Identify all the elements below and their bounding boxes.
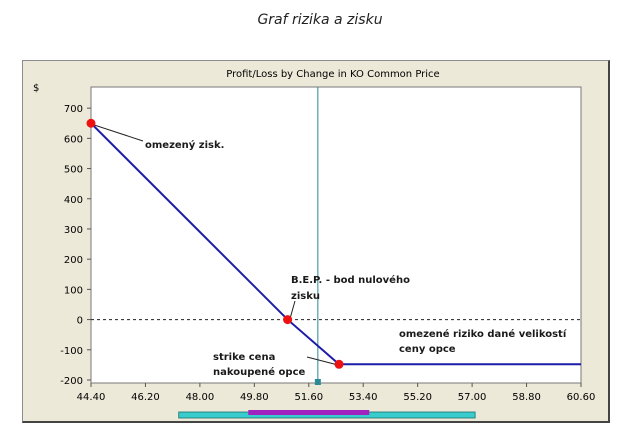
y-tick-label: 700: [64, 104, 83, 115]
y-tick-label: -200: [60, 376, 83, 387]
x-tick-label: 46.20: [131, 392, 160, 403]
y-tick-label: 500: [64, 165, 83, 176]
price-range-bar-inner[interactable]: [248, 410, 370, 415]
payoff-line: [90, 122, 581, 366]
x-tick-label: 53.40: [349, 392, 378, 403]
page-title: Graf rizika a zisku: [257, 12, 383, 28]
x-tick-label: 60.60: [567, 392, 596, 403]
profit-loss-chart: Profit/Loss by Change in KO Common Price…: [33, 69, 596, 419]
chart-title: Profit/Loss by Change in KO Common Price: [226, 69, 439, 80]
x-tick-label: 48.00: [186, 392, 215, 403]
annotation-leader: [290, 300, 296, 317]
key-point-break-even: [283, 315, 293, 325]
x-tick-label: 49.80: [240, 392, 269, 403]
plot-area: [90, 86, 582, 384]
y-tick-label: 100: [64, 285, 83, 296]
key-point-max-profit: [86, 118, 96, 128]
annotation-strike-line1: strike cena: [213, 352, 275, 363]
y-tick-label: 200: [64, 255, 83, 266]
x-tick-label: 51.60: [294, 392, 323, 403]
y-tick-label: 300: [64, 225, 83, 236]
annotation-limited-risk-line2: ceny opce: [399, 344, 456, 355]
x-tick-label: 57.00: [458, 392, 487, 403]
y-tick-label: 600: [64, 134, 83, 145]
annotation-leader: [306, 356, 336, 365]
x-tick-label: 44.40: [77, 392, 106, 403]
annotation-max-profit: omezený zisk.: [145, 139, 224, 151]
annotation-strike-line2: nakoupené opce: [213, 366, 306, 378]
annotation-break-even-line2: zisku: [291, 291, 320, 302]
annotation-leader: [94, 124, 144, 142]
y-tick-label: -100: [60, 346, 83, 357]
y-axis-unit-label: $: [33, 83, 39, 94]
x-tick-label: 58.80: [512, 392, 541, 403]
chart-panel: Profit/Loss by Change in KO Common Price…: [22, 60, 610, 423]
y-tick-label: 0: [77, 316, 83, 327]
annotation-limited-risk-line1: omezené riziko dané velikostí: [399, 328, 567, 340]
current-price-handle[interactable]: [314, 379, 321, 385]
x-tick-label: 55.20: [403, 392, 432, 403]
key-point-strike: [334, 359, 344, 369]
annotation-break-even-line1: B.E.P. - bod nulového: [291, 274, 410, 286]
y-tick-label: 400: [64, 195, 83, 206]
